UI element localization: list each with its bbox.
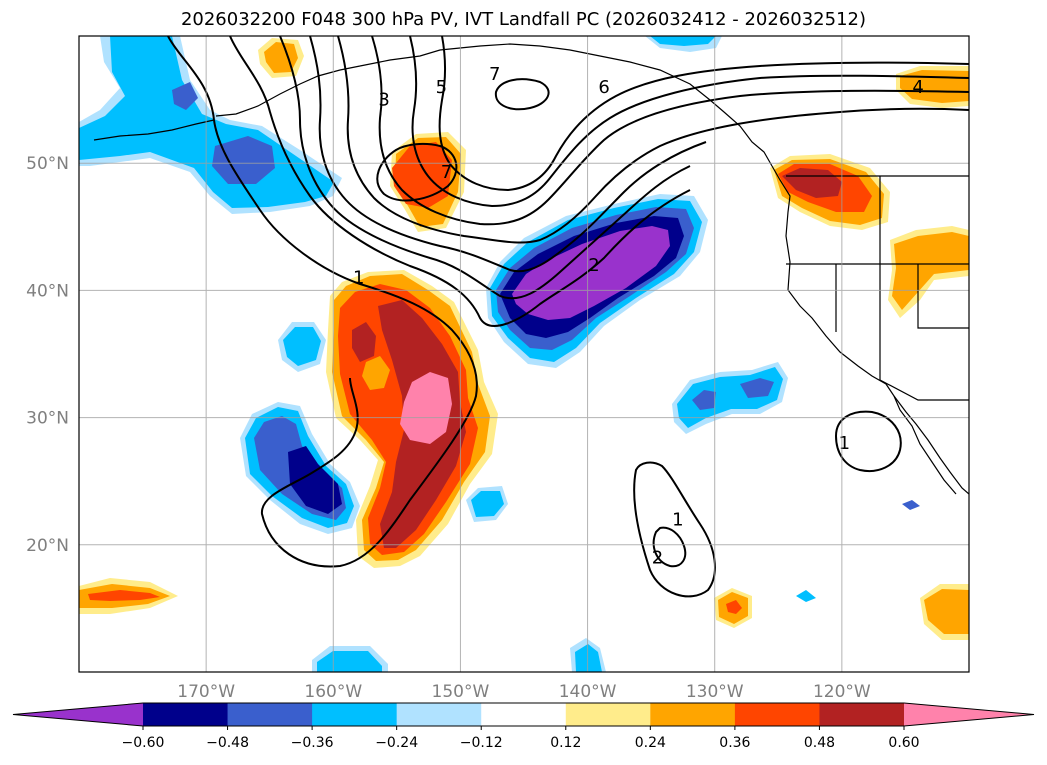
contour-label: 1 [672, 509, 683, 530]
pos-se-orange [924, 589, 969, 634]
neg-blue-aleutian-2 [172, 82, 198, 110]
colorbar-segment [819, 703, 905, 726]
gridlines [79, 36, 969, 672]
colorbar-tick-label: −0.24 [375, 735, 418, 751]
pos-dark-patch-1 [352, 322, 376, 362]
colorbar [12, 702, 1035, 727]
lon-tick-label: 120°W [813, 682, 871, 702]
lat-tick-label: 50°N [26, 154, 69, 174]
colorbar-segment [312, 703, 398, 726]
colorbar-tick-labels: −0.60 −0.48 −0.36 −0.24 −0.12 0.12 0.24 0.36 0.4… [122, 726, 920, 751]
colorbar-tick-label: −0.48 [206, 735, 249, 751]
contour-label: 6 [598, 77, 609, 98]
colorbar-extend-low [13, 703, 143, 726]
chart-title: 2026032200 F048 300 hPa PV, IVT Landfall… [180, 9, 867, 30]
colorbar-tick-label: 0.60 [888, 735, 919, 751]
neg-sw-navy [288, 446, 342, 514]
pos-small-1-red [726, 600, 742, 614]
colorbar-segment [143, 703, 229, 726]
pos-west-red [88, 590, 160, 601]
contour-label: 3 [378, 90, 389, 111]
map-frame [78, 35, 970, 673]
colorbar-tick-label: 0.36 [719, 735, 750, 751]
lat-tick-label: 30°N [26, 409, 69, 429]
colorbar-tick-label: 0.12 [550, 735, 581, 751]
colorbar-tick-label: 0.48 [804, 735, 835, 751]
lon-tick-label: 150°W [432, 682, 490, 702]
contour-label: 7 [489, 64, 500, 85]
neg-small-1-cyan [283, 327, 321, 366]
pos-blob-aleutian-inner [264, 42, 298, 73]
pos-orange-patch-1 [362, 356, 390, 390]
contour-label: 5 [436, 77, 447, 98]
colorbar-segment [396, 703, 482, 726]
contour-label: 2 [588, 255, 599, 276]
colorbar-tick-label: −0.12 [460, 735, 503, 751]
colorbar-tick-label: −0.60 [122, 735, 165, 751]
pos-main-pink [400, 372, 452, 444]
lon-tick-label: 170°W [177, 682, 235, 702]
lon-tick-label: 160°W [304, 682, 362, 702]
contour-label: 7 [441, 162, 452, 183]
colorbar-segment [227, 703, 313, 726]
neg-mid-blue-2 [740, 378, 774, 398]
contour-label: 1 [353, 268, 364, 289]
lon-tick-label: 140°W [559, 682, 617, 702]
lon-tick-label: 130°W [686, 682, 744, 702]
colorbar-extend-high [904, 703, 1034, 726]
neg-mid-blue [692, 390, 716, 410]
colorbar-segment [650, 703, 736, 726]
colorbar-segment [565, 703, 651, 726]
neg-tiny-2 [902, 500, 920, 510]
coastlines [93, 43, 969, 495]
pv-contours [167, 36, 969, 598]
lat-tick-label: 20°N [26, 536, 69, 556]
pos-blob-gulf-red [392, 142, 452, 208]
colorbar-segment [481, 703, 567, 726]
lat-tick-label: 40°N [26, 281, 69, 301]
neg-tiny-1 [796, 590, 816, 602]
neg-bottom-2-cyan [575, 644, 602, 672]
colorbar-segment [734, 703, 820, 726]
lat-tick-labels: 50°N 40°N 30°N 20°N [26, 154, 69, 556]
contour-label: 1 [839, 433, 850, 454]
colorbar-tick-label: 0.24 [635, 735, 666, 751]
neg-small-2-cyan [471, 491, 504, 517]
neg-cyan-top-inner [650, 36, 716, 46]
contour-label: 2 [652, 548, 663, 569]
colorbar-tick-label: −0.36 [291, 735, 334, 751]
neg-blue-aleutian-1 [212, 136, 275, 184]
lon-tick-labels: 170°W 160°W 150°W 140°W 130°W 120°W [177, 682, 871, 702]
contour-label: 4 [912, 77, 923, 98]
